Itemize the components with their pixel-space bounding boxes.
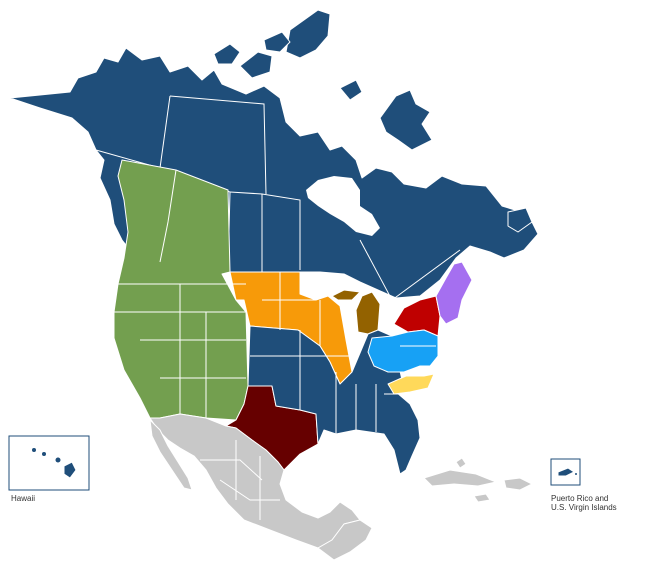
region-cuba[interactable] xyxy=(423,469,497,487)
puerto-rico-inset-frame xyxy=(550,458,581,486)
region-baja-california[interactable] xyxy=(149,419,193,491)
hawaii-label: Hawaii xyxy=(11,494,35,503)
region-us-virgin-islands[interactable] xyxy=(575,473,577,475)
region-hawaii-kauai[interactable] xyxy=(32,448,36,452)
region-ellesmere-island[interactable] xyxy=(285,9,331,59)
province-borders xyxy=(95,95,461,301)
puerto-rico-label-line1: Puerto Rico and xyxy=(551,494,609,503)
region-central-america[interactable] xyxy=(317,519,373,561)
puerto-rico-label-line2: U.S. Virgin Islands xyxy=(551,503,617,512)
region-hawaii-oahu[interactable] xyxy=(42,452,46,456)
region-us-west[interactable] xyxy=(113,159,249,421)
united-states xyxy=(113,159,473,475)
region-michigan[interactable] xyxy=(355,291,381,335)
region-bahamas[interactable] xyxy=(455,457,467,469)
region-michigan-upper[interactable] xyxy=(331,289,361,301)
mexico-state-borders xyxy=(200,440,280,520)
region-hawaii-big-island[interactable] xyxy=(63,461,77,479)
region-arctic-island-3[interactable] xyxy=(263,31,291,53)
region-new-england[interactable] xyxy=(435,261,473,325)
puerto-rico-inset xyxy=(550,458,581,486)
region-arctic-island-2[interactable] xyxy=(213,43,241,65)
region-jamaica[interactable] xyxy=(473,493,491,503)
region-hispaniola[interactable] xyxy=(503,477,533,491)
hawaii-label-text: Hawaii xyxy=(11,494,36,503)
region-hawaii-maui[interactable] xyxy=(55,457,61,463)
mexico-central-america xyxy=(149,413,533,561)
region-puerto-rico[interactable] xyxy=(557,467,575,477)
region-new-york[interactable] xyxy=(393,295,441,337)
puerto-rico-label: Puerto Rico and U.S. Virgin Islands xyxy=(551,494,617,512)
state-borders xyxy=(114,169,436,434)
region-canada-mainland[interactable] xyxy=(9,47,539,299)
region-arctic-island-4[interactable] xyxy=(339,79,363,101)
canada xyxy=(9,9,539,301)
region-arctic-island-1[interactable] xyxy=(239,51,273,79)
region-mid-atlantic[interactable] xyxy=(367,329,439,373)
hudson-bay xyxy=(306,176,380,236)
region-newfoundland[interactable] xyxy=(507,207,533,233)
hawaii-inset xyxy=(8,435,90,491)
hawaii-inset-frame xyxy=(8,435,90,491)
region-mexico[interactable] xyxy=(149,413,361,549)
region-baffin-island[interactable] xyxy=(379,89,433,151)
